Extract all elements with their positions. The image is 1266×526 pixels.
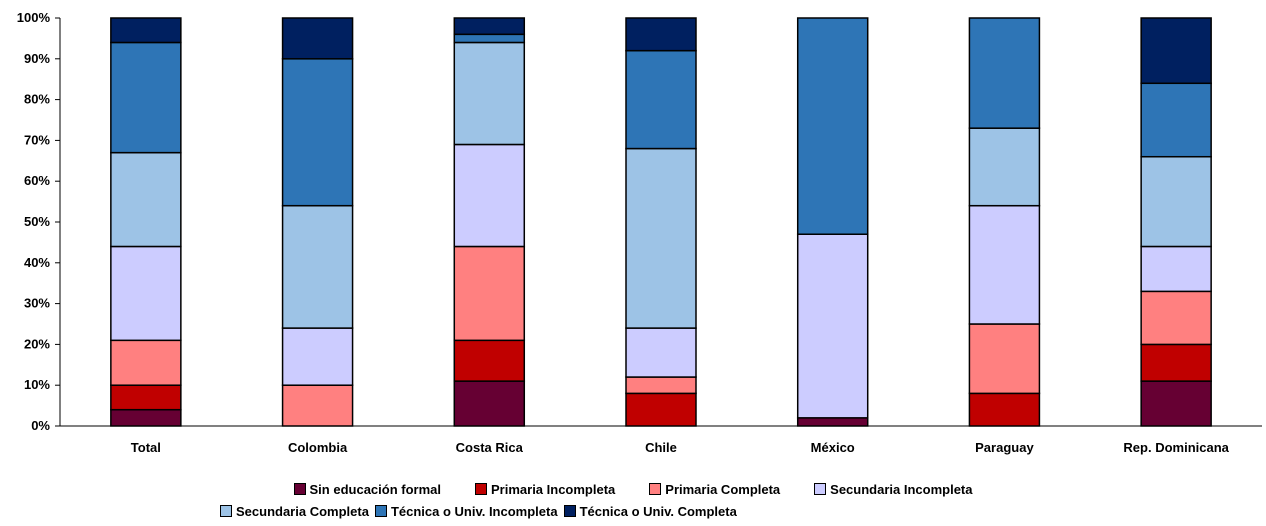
x-category-label: Colombia bbox=[288, 440, 348, 455]
stacked-bar-chart: 0% 10% 20% 30% 40% 50% 60% 70% 80% 90% 100% Total C… bbox=[17, 10, 1262, 455]
bar-segment bbox=[281, 58, 354, 207]
bar-segment bbox=[796, 17, 869, 235]
y-tick-label: 80% bbox=[24, 92, 50, 107]
bar-segment bbox=[453, 33, 526, 44]
legend-item-secundaria-completa: Secundaria Completa bbox=[220, 504, 369, 519]
bar-segment bbox=[453, 143, 526, 248]
bar-stack bbox=[453, 17, 526, 427]
y-tick-label: 100% bbox=[17, 10, 51, 25]
y-tick-label: 10% bbox=[24, 377, 50, 392]
bar-stack bbox=[968, 17, 1041, 427]
y-tick-label: 40% bbox=[24, 255, 50, 270]
bar-segment bbox=[1140, 245, 1212, 293]
bar-stack bbox=[625, 17, 697, 427]
bar-segment bbox=[625, 327, 697, 378]
bar-segment bbox=[453, 245, 526, 342]
bar-segment bbox=[1140, 343, 1212, 382]
bar-segment bbox=[968, 392, 1041, 427]
legend-swatch-primaria-completa bbox=[649, 483, 662, 495]
bar-stack bbox=[110, 17, 182, 427]
bar-segment bbox=[796, 233, 869, 419]
legend-swatch-sin-educacion bbox=[293, 483, 306, 495]
legend-label-tecnica-incompleta: Técnica o Univ. Incompleta bbox=[390, 503, 558, 519]
x-category-label: Paraguay bbox=[975, 440, 1034, 455]
legend-item-sin-educacion: Sin educación formal bbox=[293, 481, 441, 497]
legend-swatch-secundaria-incompleta bbox=[814, 483, 827, 495]
legend-label-sin-educacion: Sin educación formal bbox=[309, 481, 441, 497]
bars bbox=[110, 17, 1212, 427]
legend-swatch-primaria-incompleta bbox=[475, 483, 487, 495]
bar-stack bbox=[1140, 17, 1212, 427]
bar-segment bbox=[1140, 82, 1212, 158]
bar-segment bbox=[110, 17, 182, 44]
y-tick-label: 90% bbox=[24, 51, 50, 66]
bar-segment bbox=[281, 204, 354, 329]
bar-segment bbox=[625, 376, 697, 395]
bar-segment bbox=[453, 380, 526, 427]
legend-item-primaria-incompleta: Primaria Incompleta bbox=[475, 482, 615, 497]
bar-segment bbox=[625, 17, 697, 52]
bar-segment bbox=[1140, 290, 1212, 346]
bar-segment bbox=[110, 41, 182, 154]
bar-segment bbox=[968, 204, 1041, 325]
bar-segment bbox=[1140, 17, 1212, 85]
legend-item-secundaria-incompleta: Secundaria Incompleta bbox=[814, 482, 972, 497]
bar-segment bbox=[968, 323, 1041, 395]
x-category-label: México bbox=[811, 440, 855, 455]
legend-label-secundaria-incompleta: Secundaria Incompleta bbox=[830, 481, 973, 497]
legend-item-tecnica-incompleta: Técnica o Univ. Incompleta bbox=[374, 503, 558, 519]
legend-label-tecnica-completa: Técnica o Univ. Completa bbox=[579, 503, 737, 519]
bar-segment bbox=[453, 339, 526, 382]
y-tick-label: 60% bbox=[24, 173, 50, 188]
legend-label-primaria-incompleta: Primaria Incompleta bbox=[491, 481, 616, 497]
bar-stack bbox=[281, 17, 354, 427]
legend-label-primaria-completa: Primaria Completa bbox=[665, 481, 781, 497]
bar-segment bbox=[110, 408, 182, 427]
legend-swatch-tecnica-completa bbox=[563, 505, 576, 517]
x-category-label: Rep. Dominicana bbox=[1123, 440, 1229, 455]
bar-segment bbox=[453, 41, 526, 146]
legend-swatch-secundaria-completa bbox=[220, 505, 232, 517]
bar-segment bbox=[1140, 155, 1212, 248]
bar-segment bbox=[110, 245, 182, 342]
legend-item-primaria-completa: Primaria Completa bbox=[649, 482, 780, 497]
bar-segment bbox=[110, 339, 182, 386]
bar-segment bbox=[1140, 380, 1212, 427]
y-tick-label: 50% bbox=[24, 214, 50, 229]
y-axis-ticks: 0% 10% 20% 30% 40% 50% 60% 70% 80% 90% 100% bbox=[17, 10, 60, 433]
bar-segment bbox=[968, 17, 1041, 129]
legend: Sin educación formal Primaria Incompleta… bbox=[150, 478, 1116, 522]
bar-segment bbox=[625, 49, 697, 150]
x-category-label: Total bbox=[131, 440, 161, 455]
bar-segment bbox=[281, 17, 354, 60]
bar-segment bbox=[453, 17, 526, 36]
legend-swatch-tecnica-incompleta bbox=[374, 505, 387, 517]
bar-segment bbox=[281, 327, 354, 386]
x-category-label: Costa Rica bbox=[456, 440, 524, 455]
bar-stack bbox=[796, 17, 869, 427]
legend-row-1: Sin educación formal Primaria Incompleta… bbox=[150, 478, 1116, 500]
bar-segment bbox=[110, 151, 182, 248]
y-tick-label: 20% bbox=[24, 336, 50, 351]
x-axis-labels: Total Colombia Costa Rica Chile México Paragu… bbox=[131, 440, 1230, 455]
bar-segment bbox=[625, 392, 697, 427]
legend-label-secundaria-completa: Secundaria Completa bbox=[236, 503, 369, 519]
y-tick-label: 70% bbox=[24, 132, 50, 147]
bar-segment bbox=[796, 417, 869, 427]
legend-item-tecnica-completa: Técnica o Univ. Completa bbox=[563, 503, 737, 519]
bar-segment bbox=[625, 147, 697, 329]
x-category-label: Chile bbox=[645, 440, 677, 455]
y-tick-label: 0% bbox=[31, 418, 50, 433]
bar-segment bbox=[110, 384, 182, 411]
legend-row-2: Secundaria Completa Técnica o Univ. Inco… bbox=[150, 500, 1116, 522]
bar-segment bbox=[281, 384, 354, 427]
bar-segment bbox=[968, 127, 1041, 207]
y-tick-label: 30% bbox=[24, 296, 50, 311]
